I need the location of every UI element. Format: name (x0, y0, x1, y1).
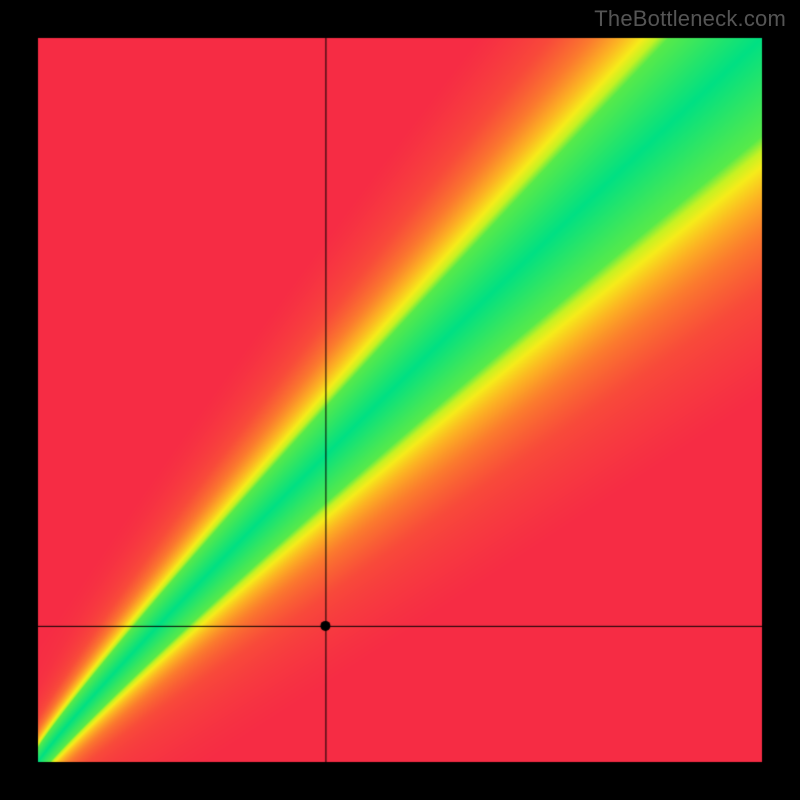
chart-container: TheBottleneck.com (0, 0, 800, 800)
heatmap-canvas (0, 0, 800, 800)
watermark-text: TheBottleneck.com (594, 6, 786, 32)
